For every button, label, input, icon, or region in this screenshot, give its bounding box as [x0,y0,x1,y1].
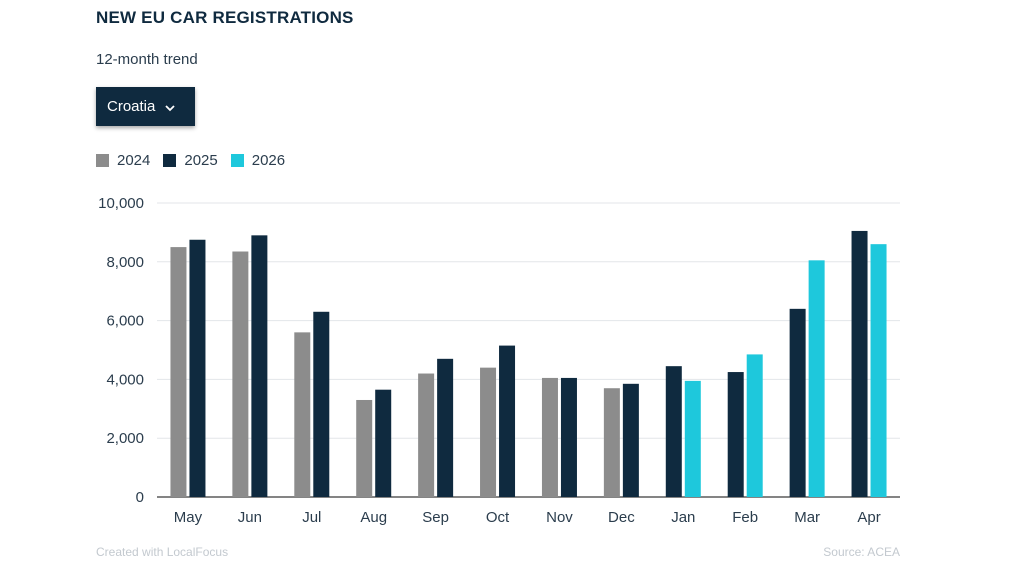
bar-2024-oct[interactable] [480,367,497,497]
legend-swatch-2025 [163,154,177,167]
bar-2025-mar[interactable] [789,308,806,497]
legend-item-2025[interactable]: 2025 [163,152,218,169]
bar-2025-jun[interactable] [251,235,268,497]
x-tick-label: Jul [302,509,321,526]
x-axis-ticks: May Jun Jul Aug Sep Oct Nov Dec Jan Feb Mar Apr [174,509,881,526]
legend-swatch-2024 [96,154,109,167]
x-tick-label: May [174,509,203,526]
legend-label-2026: 2026 [251,152,286,169]
country-dropdown[interactable]: Croatia [96,87,195,126]
x-tick-label: Dec [608,509,635,526]
legend-item-2024[interactable]: 2024 [96,152,150,169]
bar-2025-may[interactable] [189,239,206,497]
bar-2025-feb[interactable] [727,372,744,497]
bar-2025-nov[interactable] [560,377,577,497]
y-tick-label: 6,000 [106,313,144,330]
bar-2026-mar[interactable] [808,260,825,497]
x-tick-label: Aug [360,509,387,526]
bar-2026-feb[interactable] [746,354,763,497]
legend: 2024 2025 2026 [96,152,298,169]
x-tick-label: Jun [238,509,262,526]
country-dropdown-label: Croatia [107,98,156,115]
legend-label-2024: 2024 [117,152,151,169]
chart-subtitle: 12-month trend [96,51,198,68]
chevron-down-icon [164,101,176,113]
footer-credit[interactable]: Created with LocalFocus [96,545,229,559]
bar-2024-jun[interactable] [232,251,249,497]
bars [170,230,887,497]
bar-2025-aug[interactable] [375,389,392,497]
gridlines [157,202,900,498]
y-tick-label: 10,000 [98,195,144,212]
bar-2025-apr[interactable] [851,230,868,497]
bar-2026-jan[interactable] [684,380,701,497]
footer-source: Source: ACEA [823,545,900,559]
y-tick-label: 8,000 [106,254,144,271]
x-tick-label: Jan [671,509,695,526]
bar-2025-jan[interactable] [665,366,682,497]
x-tick-label: Mar [794,509,820,526]
bar-2025-jul[interactable] [313,311,330,497]
bar-2025-oct[interactable] [499,345,516,497]
legend-swatch-2026 [230,154,244,167]
x-tick-label: Sep [422,509,449,526]
bar-2024-dec[interactable] [603,388,620,497]
bar-2026-apr[interactable] [870,244,887,497]
x-tick-label: Apr [857,509,880,526]
y-tick-label: 2,000 [106,430,144,447]
legend-label-2025: 2025 [184,152,218,169]
legend-item-2026[interactable]: 2026 [230,152,286,169]
y-tick-label: 4,000 [106,371,144,388]
bar-2024-sep[interactable] [418,373,435,497]
bar-2024-nov[interactable] [541,377,558,497]
bar-2024-jul[interactable] [294,332,311,497]
chart-title: NEW EU CAR REGISTRATIONS [96,8,354,27]
bar-2024-may[interactable] [170,247,187,497]
y-axis-ticks: 0 2,000 4,000 6,000 8,000 10,000 [98,195,144,506]
y-tick-label: 0 [136,489,144,506]
bar-2024-aug[interactable] [356,399,373,497]
bar-2025-sep[interactable] [437,358,454,497]
x-tick-label: Oct [486,509,510,526]
x-tick-label: Feb [732,509,758,526]
bar-2025-dec[interactable] [622,383,639,497]
x-tick-label: Nov [546,509,573,526]
